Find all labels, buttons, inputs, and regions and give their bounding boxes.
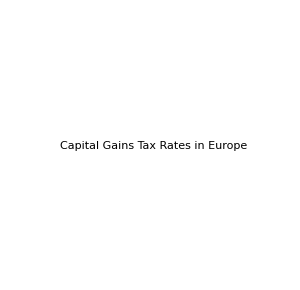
Text: Capital Gains Tax Rates in Europe: Capital Gains Tax Rates in Europe: [60, 142, 248, 151]
